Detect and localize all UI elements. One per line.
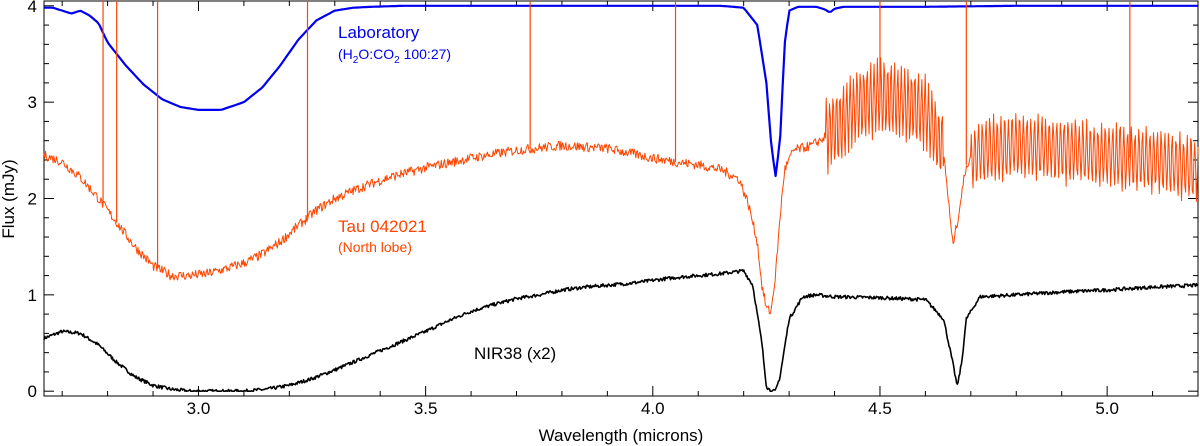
- x-tick-label: 5.0: [1095, 399, 1119, 418]
- y-tick-label: 4: [28, 0, 37, 16]
- series-line-nir38: [43, 268, 1199, 393]
- label-north-lobe: (North lobe): [338, 239, 412, 255]
- series-line-tau-042021: [43, 57, 1199, 315]
- y-tick-label: 1: [28, 286, 37, 305]
- series-line-laboratory: [44, 4, 1198, 178]
- x-tick-label: 3.0: [187, 399, 211, 418]
- x-tick-label: 4.5: [868, 399, 892, 418]
- x-tick-label: 4.0: [641, 399, 665, 418]
- emission-lines-layer: [102, 1, 1131, 269]
- label-laboratory-composition: (H2O:CO2 100:27): [338, 46, 451, 66]
- x-tick-label: 3.5: [414, 399, 438, 418]
- x-axis-title: Wavelength (microns): [539, 426, 704, 445]
- y-tick-label: 2: [28, 190, 37, 209]
- y-axis-title: Flux (mJy): [0, 159, 18, 238]
- y-tick-label: 0: [28, 382, 37, 401]
- label-nir38: NIR38 (x2): [474, 344, 556, 363]
- axis-tick-labels: 3.0 3.5 4.0 4.5 5.0 0 1 2 3 4: [28, 0, 1119, 418]
- label-tau-042021: Tau 042021: [338, 217, 427, 236]
- axis-ticks: [44, 1, 1199, 396]
- series-layer: [43, 4, 1199, 393]
- label-laboratory: Laboratory: [338, 23, 420, 42]
- y-tick-label: 3: [28, 93, 37, 112]
- plot-frame: [43, 0, 1199, 397]
